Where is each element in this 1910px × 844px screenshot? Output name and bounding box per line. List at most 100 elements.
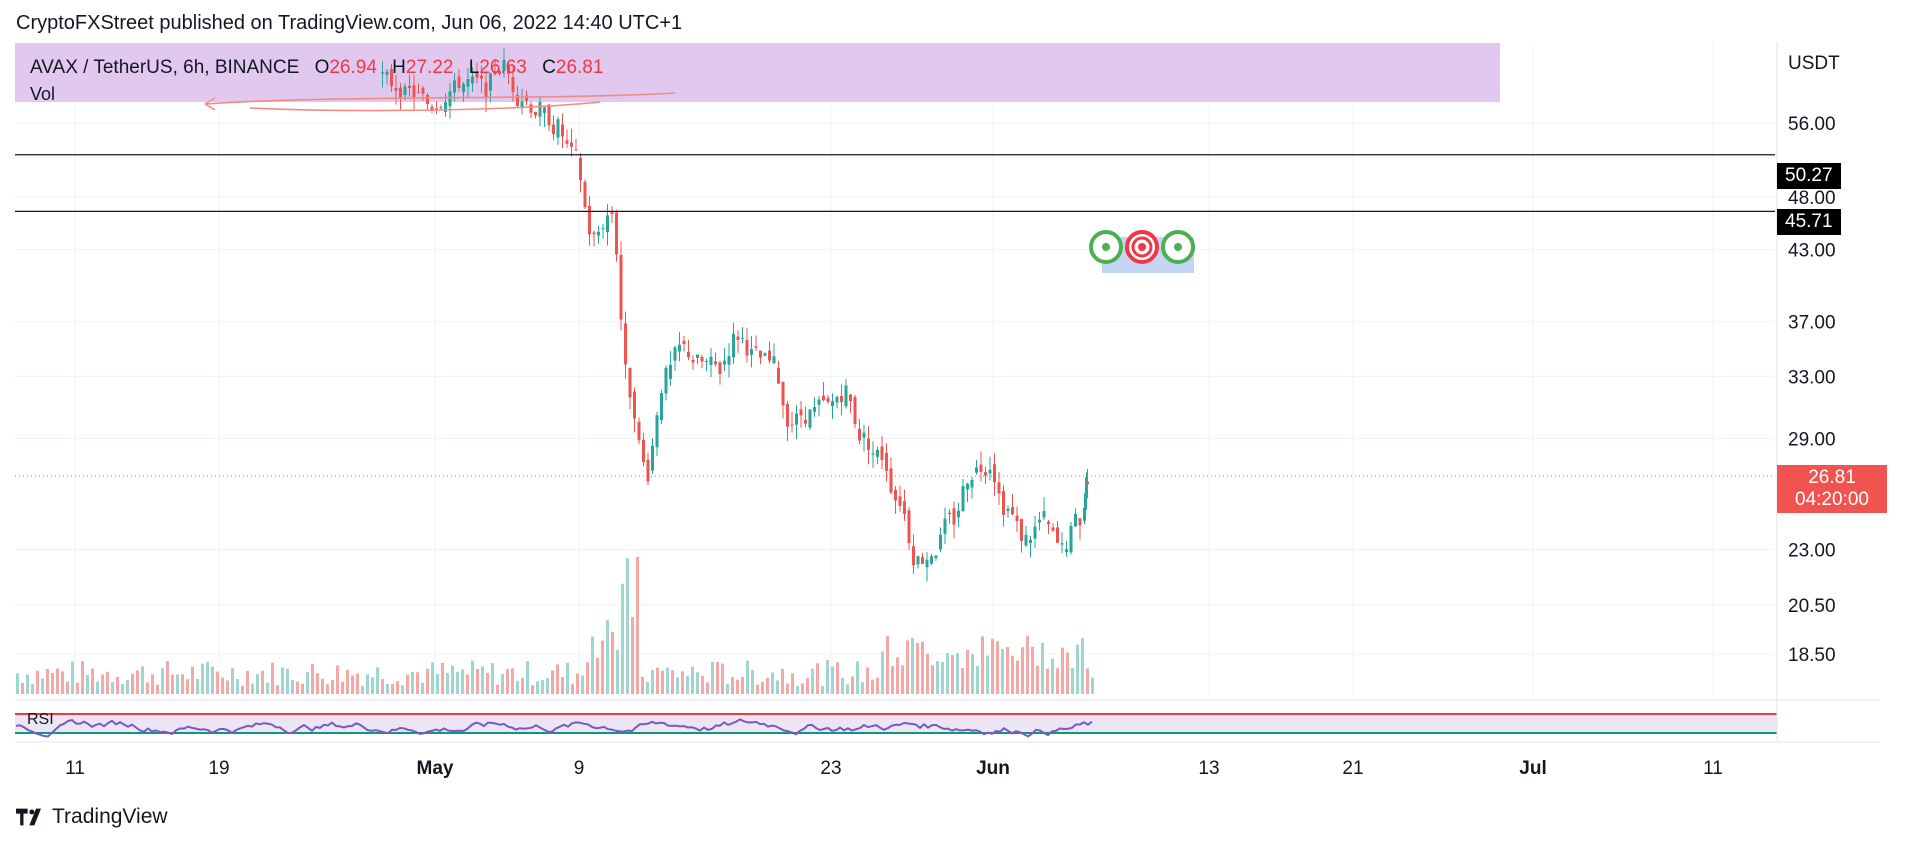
- candle-body[interactable]: [579, 157, 582, 180]
- candle-body[interactable]: [408, 85, 411, 89]
- candle-body[interactable]: [682, 340, 686, 345]
- candle-body[interactable]: [529, 104, 533, 113]
- candle-body[interactable]: [552, 124, 555, 135]
- candle-body[interactable]: [381, 72, 384, 74]
- candle-body[interactable]: [835, 396, 839, 403]
- candle-body[interactable]: [624, 323, 627, 365]
- candle-body[interactable]: [736, 336, 740, 341]
- candle-body[interactable]: [1056, 527, 1059, 543]
- candle-body[interactable]: [538, 101, 542, 117]
- candle-body[interactable]: [1006, 508, 1010, 512]
- currency-unit[interactable]: USDT: [1788, 53, 1840, 74]
- candle-body[interactable]: [718, 362, 722, 374]
- candle-body[interactable]: [1069, 525, 1073, 553]
- candle-body[interactable]: [871, 453, 875, 455]
- candle-body[interactable]: [984, 472, 987, 476]
- candle-body[interactable]: [1060, 543, 1064, 545]
- candle-body[interactable]: [1038, 519, 1041, 523]
- candle-body[interactable]: [480, 75, 483, 79]
- candle-body[interactable]: [768, 350, 771, 361]
- candle-body[interactable]: [1047, 521, 1050, 525]
- candle-body[interactable]: [1002, 490, 1005, 515]
- candle-body[interactable]: [520, 101, 524, 107]
- candle-body[interactable]: [889, 468, 893, 493]
- candle-body[interactable]: [588, 205, 591, 235]
- candle-body[interactable]: [448, 91, 452, 107]
- level-tag-lower[interactable]: 45.71: [1777, 209, 1841, 235]
- candle-body[interactable]: [772, 356, 776, 364]
- candle-body[interactable]: [993, 464, 996, 483]
- candle-body[interactable]: [394, 88, 398, 91]
- candle-body[interactable]: [885, 452, 888, 471]
- candle-body[interactable]: [907, 510, 911, 544]
- candle-body[interactable]: [826, 397, 830, 402]
- candle-body[interactable]: [444, 102, 447, 113]
- tradingview-brand[interactable]: TradingView: [16, 805, 168, 829]
- candle-body[interactable]: [385, 71, 389, 75]
- candle-body[interactable]: [534, 111, 537, 116]
- candle-body[interactable]: [786, 403, 789, 427]
- candle-body[interactable]: [750, 349, 753, 355]
- candle-body[interactable]: [912, 546, 915, 566]
- candle-body[interactable]: [822, 395, 825, 401]
- candle-body[interactable]: [988, 469, 992, 474]
- candle-body[interactable]: [975, 467, 978, 473]
- candle-body[interactable]: [808, 409, 812, 428]
- rsi-line[interactable]: [15, 718, 1093, 738]
- candle-body[interactable]: [570, 142, 573, 147]
- candle-body[interactable]: [1051, 527, 1055, 531]
- candle-body[interactable]: [1074, 513, 1077, 527]
- candle-body[interactable]: [1083, 507, 1086, 521]
- candle-body[interactable]: [966, 483, 969, 490]
- candle-body[interactable]: [1033, 526, 1037, 539]
- candle-body[interactable]: [880, 446, 884, 460]
- candle-body[interactable]: [754, 346, 758, 348]
- candle-body[interactable]: [547, 104, 551, 126]
- candle-body[interactable]: [970, 479, 974, 488]
- candle-body[interactable]: [723, 360, 726, 365]
- candle-body[interactable]: [484, 82, 488, 98]
- candle-body[interactable]: [642, 439, 645, 463]
- candle-body[interactable]: [633, 391, 636, 419]
- candle-body[interactable]: [898, 496, 902, 506]
- resistance-zone[interactable]: [15, 43, 1500, 103]
- candle-body[interactable]: [862, 432, 866, 438]
- candle-body[interactable]: [948, 512, 951, 515]
- candle-body[interactable]: [1086, 481, 1089, 485]
- candle-body[interactable]: [840, 396, 843, 403]
- drawn-arrow[interactable]: [204, 92, 676, 112]
- candle-body[interactable]: [390, 68, 393, 87]
- candle-body[interactable]: [1015, 515, 1019, 522]
- candle-body[interactable]: [1029, 539, 1032, 544]
- candle-body[interactable]: [489, 73, 492, 91]
- candle-body[interactable]: [1084, 493, 1087, 510]
- symbol-title[interactable]: AVAX / TetherUS, 6h, BINANCE: [30, 57, 300, 78]
- candle-body[interactable]: [894, 489, 897, 501]
- candle-body[interactable]: [1020, 519, 1023, 541]
- candle-body[interactable]: [516, 94, 519, 107]
- candle-body[interactable]: [421, 87, 425, 94]
- candle-body[interactable]: [853, 397, 857, 425]
- candle-body[interactable]: [939, 534, 942, 550]
- candle-body[interactable]: [498, 71, 501, 75]
- candle-body[interactable]: [601, 228, 605, 230]
- candle-body[interactable]: [628, 367, 632, 398]
- candle-body[interactable]: [619, 254, 623, 320]
- candle-body[interactable]: [844, 385, 848, 407]
- candle-body[interactable]: [916, 556, 920, 565]
- candle-body[interactable]: [565, 140, 569, 144]
- candle-body[interactable]: [903, 501, 906, 514]
- candle-body[interactable]: [493, 71, 497, 75]
- candle-body[interactable]: [925, 559, 929, 568]
- candle-body[interactable]: [1085, 477, 1088, 498]
- candle-body[interactable]: [799, 409, 803, 416]
- candle-body[interactable]: [466, 79, 470, 87]
- candle-body[interactable]: [430, 106, 434, 111]
- candle-body[interactable]: [934, 555, 938, 559]
- candle-body[interactable]: [732, 333, 735, 358]
- candle-body[interactable]: [655, 415, 659, 448]
- candle-body[interactable]: [678, 344, 681, 352]
- candle-body[interactable]: [817, 399, 821, 405]
- candle-body[interactable]: [1042, 511, 1046, 518]
- candle-body[interactable]: [790, 424, 794, 426]
